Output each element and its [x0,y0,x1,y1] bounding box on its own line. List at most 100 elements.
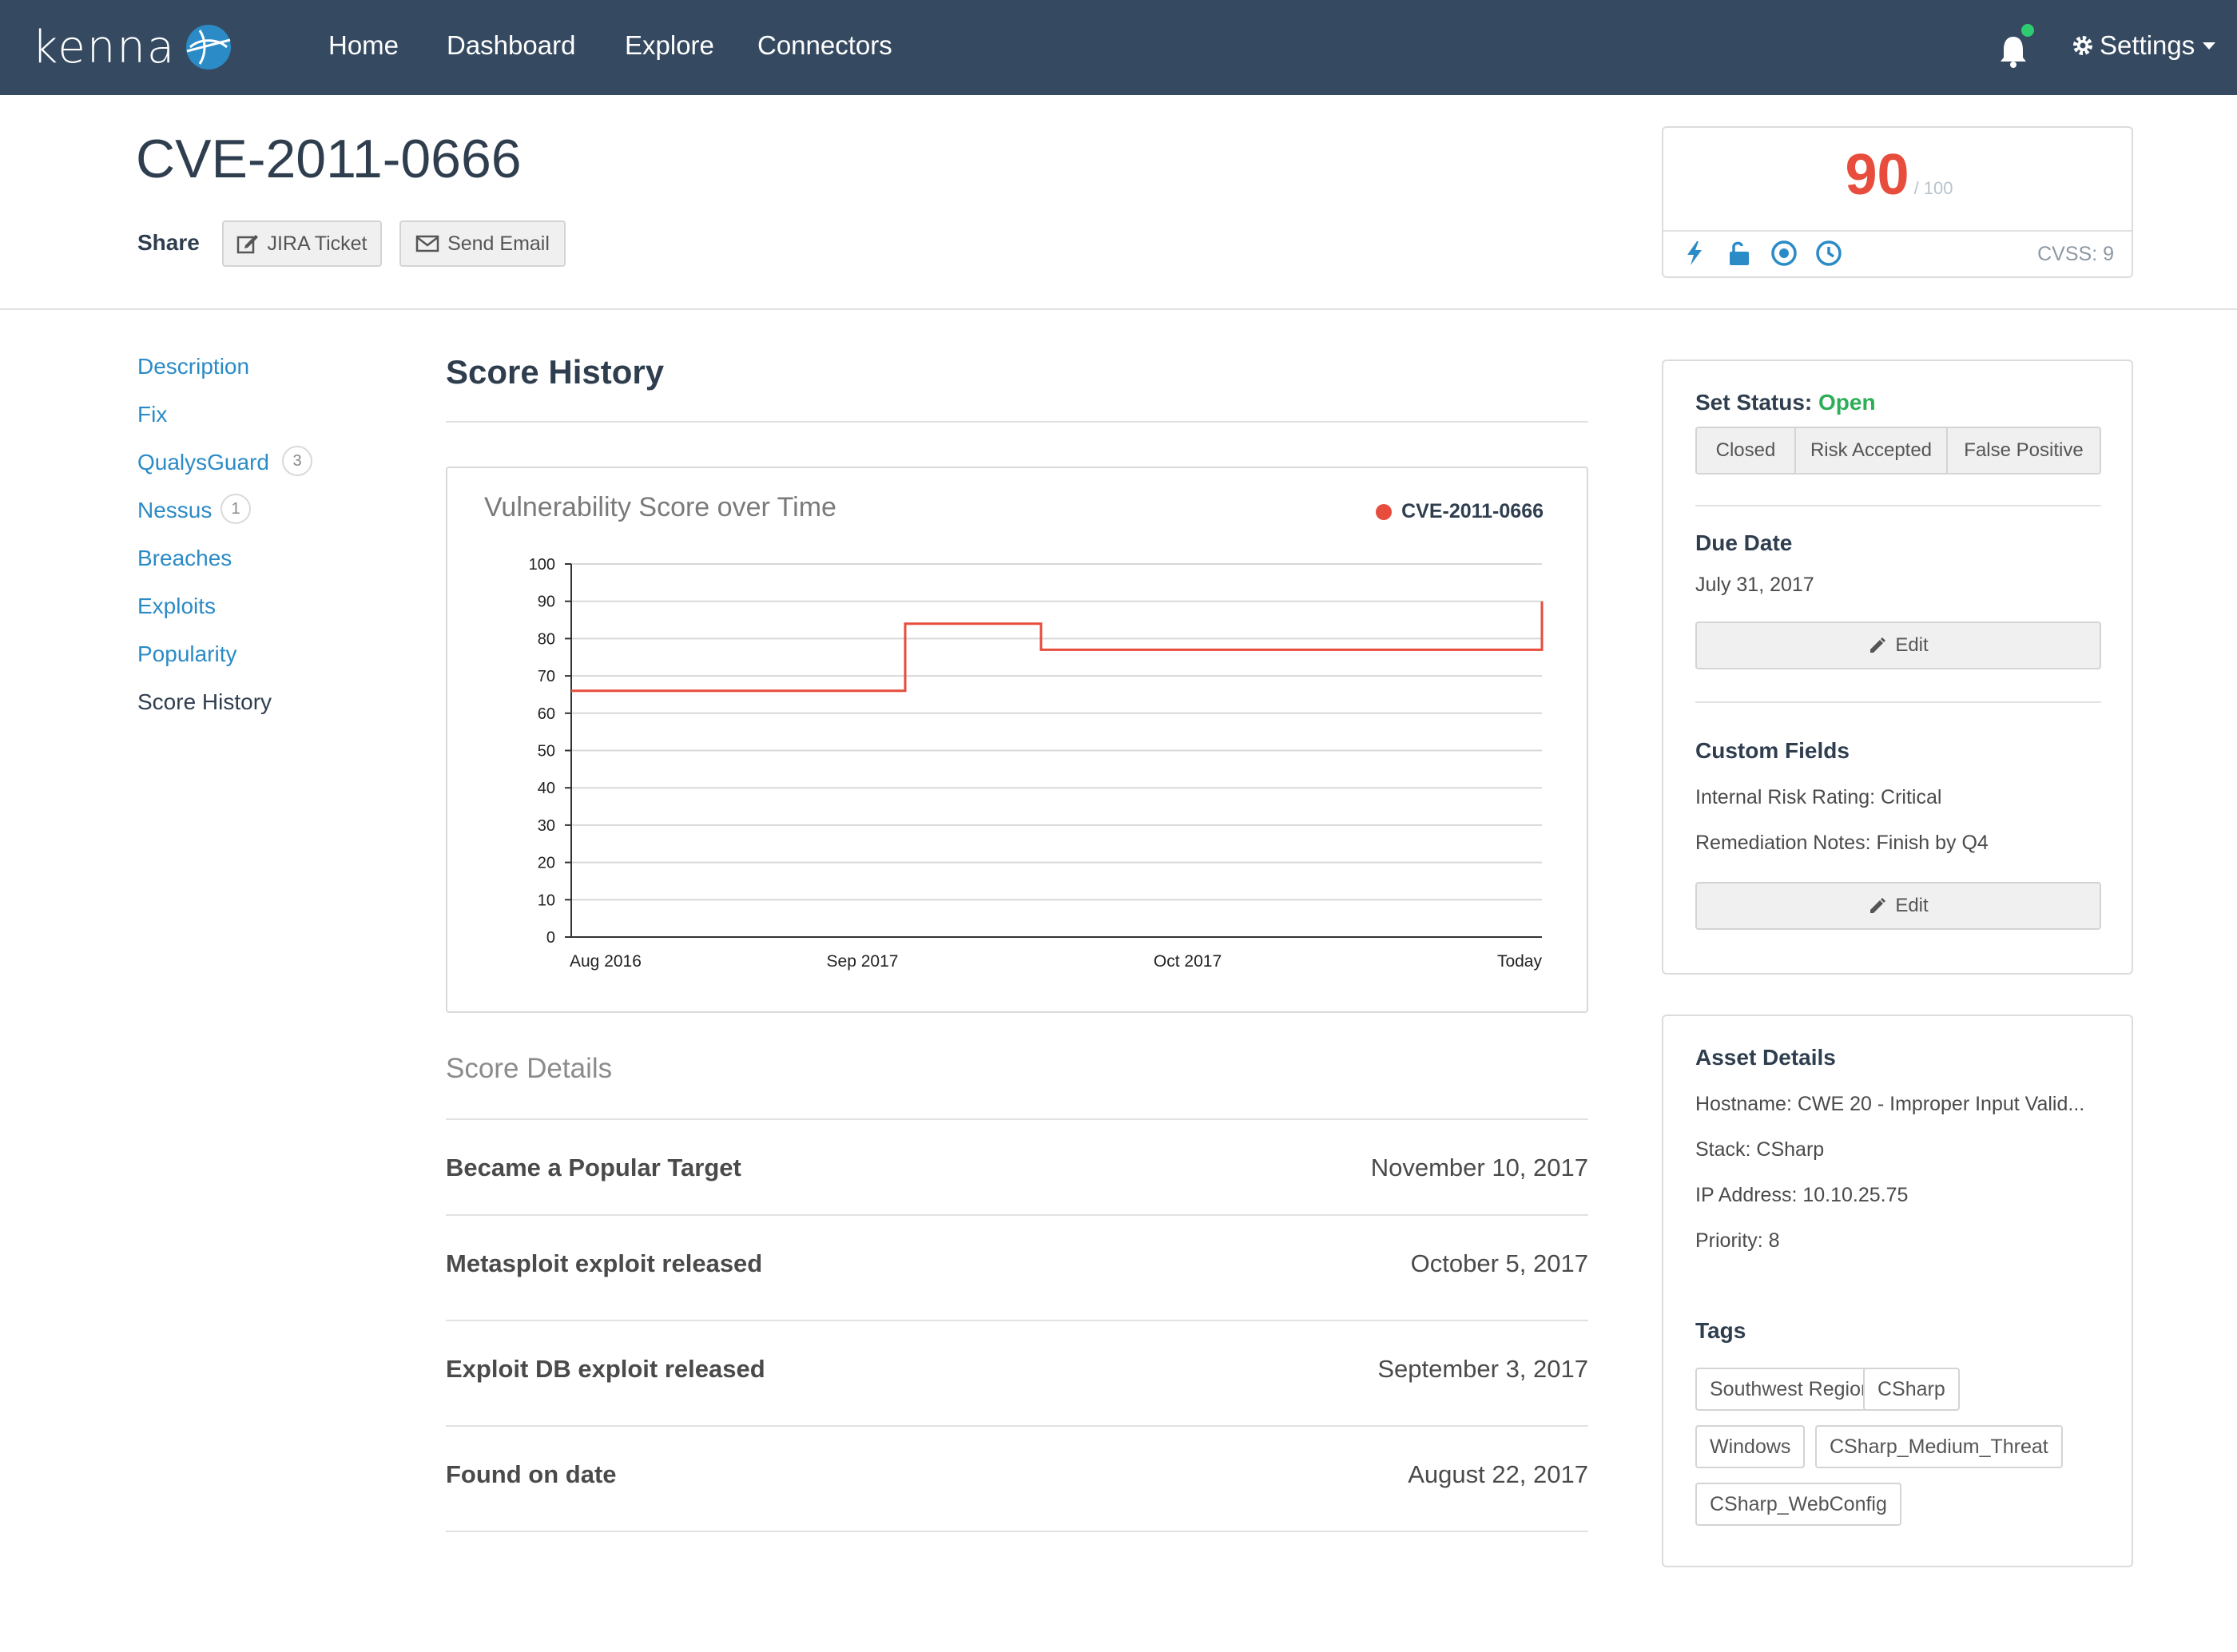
header-divider [0,308,2237,310]
detail-date: November 10, 2017 [1370,1154,1588,1181]
score-chart-panel: Vulnerability Score over Time CVE-2011-0… [446,467,1588,1013]
divider [1695,505,2101,506]
status-closed-button[interactable]: Closed [1697,428,1796,473]
status-segmented-control: Closed Risk Accepted False Positive [1695,427,2101,475]
divider [1695,701,2101,703]
sidebar-item-popularity[interactable]: Popularity [137,641,237,666]
unlock-icon[interactable] [1726,240,1753,267]
y-tick-label: 100 [529,556,555,574]
count-badge: 1 [221,494,251,524]
x-tick-label: Oct 2017 [1154,952,1222,971]
settings-menu[interactable]: Settings [2071,30,2216,61]
sidebar-item-breaches[interactable]: Breaches [137,546,232,570]
divider [446,1531,1588,1532]
pencil-icon [1870,898,1886,913]
score-history-chart: 0 10 20 30 40 50 60 70 80 90 100 Aug 2016 Sep 2017 Oc… [529,556,1544,971]
nav-connectors[interactable]: Connectors [757,30,892,60]
status-false-positive-button[interactable]: False Positive [1948,428,2100,473]
section-title: Score History [446,353,665,391]
edit-due-date-button[interactable]: Edit [1695,621,2101,669]
gear-icon [2073,36,2092,55]
legend-label: CVE-2011-0666 [1401,500,1544,522]
y-tick-label: 40 [538,780,555,797]
page-title: CVE-2011-0666 [136,129,522,189]
asset-details-panel: Asset Details Hostname: CWE 20 - Imprope… [1662,1015,2133,1567]
nav-explore[interactable]: Explore [625,30,714,60]
bell-icon[interactable] [1997,34,2029,69]
kenna-logo[interactable]: kenna [32,21,233,73]
sidebar-item-qualysguard[interactable]: QualysGuard [137,450,269,475]
divider [446,1214,1588,1216]
top-navbar: kenna Home Dashboard Explore Connectors … [0,0,2237,95]
y-tick-label: 80 [538,630,555,648]
tag[interactable]: CSharp_Medium_Threat [1815,1425,2063,1468]
y-tick-label: 60 [538,705,555,723]
y-tick-label: 70 [538,668,555,685]
edit-label: Edit [1895,634,1929,656]
custom-field: Internal Risk Rating: Critical [1695,786,1942,808]
detail-label: Exploit DB exploit released [446,1355,765,1383]
globe-icon [186,25,232,69]
divider [446,1320,1588,1321]
y-tick-label: 10 [538,892,555,909]
x-tick-label: Today [1497,952,1543,971]
target-icon[interactable] [1770,240,1798,267]
cvss-score: CVSS: 9 [2037,243,2114,265]
tag[interactable]: Southwest Region [1695,1368,1886,1411]
pencil-icon [1870,637,1886,653]
x-tick-label: Sep 2017 [827,952,899,971]
tags-heading: Tags [1695,1318,1746,1343]
divider [1663,230,2132,232]
sidebar-item-fix[interactable]: Fix [137,402,168,427]
series-line-cve-2011-0666 [571,601,1544,693]
edit-label: Edit [1895,895,1929,916]
sidebar-item-nessus[interactable]: Nessus [137,498,213,522]
send-email-label: Send Email [447,232,550,255]
status-panel: Set Status: Open Closed Risk Accepted Fa… [1662,359,2133,975]
share-label: Share [137,230,200,255]
tag[interactable]: CSharp_WebConfig [1695,1483,1901,1526]
chart-legend: CVE-2011-0666 [1376,500,1544,523]
score-details-title: Score Details [446,1053,613,1084]
detail-label: Metasploit exploit released [446,1249,763,1277]
y-tick-label: 30 [538,817,555,835]
divider [446,1118,1588,1120]
detail-label: Became a Popular Target [446,1154,741,1181]
y-tick-label: 0 [546,929,555,947]
nav-home[interactable]: Home [328,30,399,60]
divider [446,1425,1588,1427]
sidebar-item-exploits[interactable]: Exploits [137,594,217,618]
lightning-icon[interactable] [1681,240,1708,267]
risk-score: 90/ 100 [1663,142,2135,208]
envelope-icon [415,235,439,252]
asset-details-heading: Asset Details [1695,1045,1836,1070]
edit-square-icon [237,235,259,254]
score-max: / 100 [1913,178,1953,198]
y-tick-label: 50 [538,743,555,760]
send-email-button[interactable]: Send Email [399,220,566,267]
detail-date: October 5, 2017 [1410,1249,1588,1277]
legend-marker [1376,503,1393,520]
logo-text: kenna [32,21,177,73]
divider [446,421,1588,423]
nav-dashboard[interactable]: Dashboard [447,30,576,60]
tag[interactable]: Windows [1695,1425,1806,1468]
status-risk-accepted-button[interactable]: Risk Accepted [1796,428,1948,473]
chevron-down-icon [2203,42,2216,50]
jira-ticket-button[interactable]: JIRA Ticket [222,220,382,267]
custom-fields-heading: Custom Fields [1695,738,1850,763]
tag[interactable]: CSharp [1863,1368,1960,1411]
score-factor-icons [1681,240,1842,267]
due-date-value: July 31, 2017 [1695,574,1814,596]
asset-hostname: Hostname: CWE 20 - Improper Input Valid.… [1695,1093,2085,1115]
sidebar-item-description[interactable]: Description [137,354,250,379]
sidebar-item-score-history[interactable]: Score History [137,689,272,714]
y-tick-label: 90 [538,594,555,611]
asset-stack: Stack: CSharp [1695,1138,1825,1161]
count-badge: 3 [282,446,312,476]
asset-priority: Priority: 8 [1695,1229,1780,1252]
jira-ticket-label: JIRA Ticket [267,232,368,255]
set-status-heading: Set Status: Open [1695,390,1876,415]
clock-icon[interactable] [1815,240,1842,267]
edit-custom-fields-button[interactable]: Edit [1695,882,2101,930]
